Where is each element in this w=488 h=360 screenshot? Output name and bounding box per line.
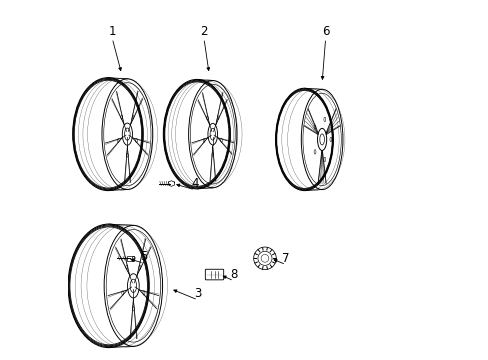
Bar <box>127 256 133 261</box>
Text: 8: 8 <box>230 268 237 281</box>
Text: 7: 7 <box>282 252 289 265</box>
Text: 5: 5 <box>140 251 147 264</box>
Text: 3: 3 <box>194 287 201 300</box>
Text: 6: 6 <box>321 25 329 38</box>
Text: 1: 1 <box>108 25 116 38</box>
Text: 2: 2 <box>200 25 207 38</box>
Text: 4: 4 <box>191 177 199 190</box>
